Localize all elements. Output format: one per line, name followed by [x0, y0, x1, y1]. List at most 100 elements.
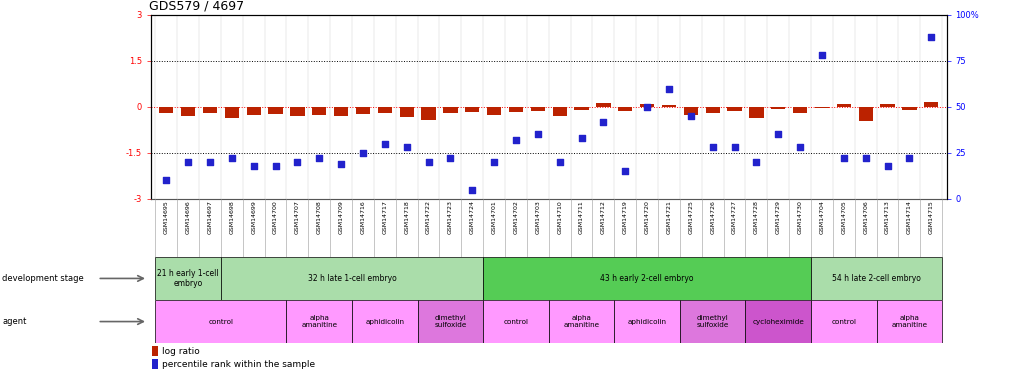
Bar	[399, 107, 414, 117]
Point	[726, 144, 742, 150]
Bar	[792, 107, 806, 113]
Point	[791, 144, 807, 150]
Text: GSM14729: GSM14729	[775, 201, 780, 234]
Bar	[879, 104, 894, 107]
Text: agent: agent	[2, 317, 26, 326]
Bar	[312, 107, 326, 114]
Point	[376, 141, 392, 147]
Bar	[421, 107, 435, 120]
Bar	[221, 257, 483, 300]
Point	[616, 168, 633, 174]
Text: GSM14723: GSM14723	[447, 201, 452, 234]
Point	[202, 159, 218, 165]
Bar	[552, 107, 567, 116]
Text: 54 h late 2-cell embryo: 54 h late 2-cell embryo	[832, 274, 920, 283]
Text: control: control	[208, 319, 233, 324]
Text: GSM14721: GSM14721	[665, 201, 671, 234]
Point	[857, 155, 873, 161]
Text: GSM14700: GSM14700	[273, 201, 278, 234]
Bar	[727, 107, 741, 111]
Text: cycloheximide: cycloheximide	[752, 319, 803, 324]
Text: control: control	[830, 319, 856, 324]
Bar	[443, 107, 458, 113]
Text: aphidicolin: aphidicolin	[627, 319, 666, 324]
Text: alpha
amanitine: alpha amanitine	[562, 315, 599, 328]
Text: GSM14727: GSM14727	[732, 201, 737, 234]
Text: GSM14712: GSM14712	[600, 201, 605, 234]
Point	[223, 155, 239, 161]
Bar	[530, 107, 544, 111]
Point	[922, 34, 938, 40]
Point	[813, 53, 829, 58]
Bar	[814, 107, 828, 108]
Point	[638, 104, 654, 110]
Text: alpha
amanitine: alpha amanitine	[891, 315, 926, 328]
Point	[420, 159, 436, 165]
Bar	[836, 104, 850, 107]
Text: GSM14709: GSM14709	[338, 201, 343, 234]
Text: GSM14696: GSM14696	[185, 201, 191, 234]
Text: GSM14726: GSM14726	[709, 201, 714, 234]
Point	[551, 159, 568, 165]
Bar	[596, 103, 610, 107]
Bar	[152, 346, 158, 356]
Text: GSM14708: GSM14708	[317, 201, 321, 234]
Bar	[224, 107, 238, 118]
Bar	[574, 107, 588, 110]
Text: GSM14713: GSM14713	[884, 201, 890, 234]
Bar	[683, 107, 697, 116]
Bar	[377, 107, 391, 113]
Point	[332, 161, 348, 167]
Text: GSM14720: GSM14720	[644, 201, 649, 234]
Bar	[483, 257, 810, 300]
Point	[485, 159, 501, 165]
Text: alpha
amanitine: alpha amanitine	[301, 315, 337, 328]
Text: GSM14704: GSM14704	[818, 201, 823, 234]
Text: GSM14710: GSM14710	[556, 201, 561, 234]
Point	[529, 132, 545, 138]
Text: GSM14711: GSM14711	[579, 201, 584, 234]
Bar	[417, 300, 483, 343]
Bar	[159, 107, 173, 113]
Bar	[923, 102, 937, 107]
Text: aphidicolin: aphidicolin	[365, 319, 404, 324]
Bar	[286, 300, 352, 343]
Point	[442, 155, 459, 161]
Bar	[333, 107, 347, 116]
Text: GSM14701: GSM14701	[491, 201, 496, 234]
Point	[355, 150, 371, 156]
Text: GSM14730: GSM14730	[797, 201, 802, 234]
Point	[835, 155, 851, 161]
Bar	[705, 107, 719, 113]
Text: percentile rank within the sample: percentile rank within the sample	[162, 360, 315, 369]
Text: 43 h early 2-cell embryo: 43 h early 2-cell embryo	[600, 274, 693, 283]
Text: 21 h early 1-cell
embryo: 21 h early 1-cell embryo	[157, 269, 219, 288]
Point	[507, 137, 524, 143]
Bar	[352, 300, 417, 343]
Bar	[745, 300, 810, 343]
Bar	[902, 107, 916, 110]
Point	[246, 163, 262, 169]
Bar	[180, 107, 195, 116]
Point	[311, 155, 327, 161]
Text: GSM14725: GSM14725	[688, 201, 693, 234]
Text: GSM14728: GSM14728	[753, 201, 758, 234]
Point	[398, 144, 415, 150]
Bar	[770, 107, 785, 109]
Bar	[810, 300, 875, 343]
Text: development stage: development stage	[2, 274, 84, 283]
Text: GSM14699: GSM14699	[251, 201, 256, 234]
Point	[158, 177, 174, 183]
Text: GSM14717: GSM14717	[382, 201, 387, 234]
Bar	[155, 300, 286, 343]
Point	[573, 135, 589, 141]
Bar	[268, 107, 282, 114]
Text: GSM14703: GSM14703	[535, 201, 540, 234]
Bar	[548, 300, 613, 343]
Bar	[152, 359, 158, 369]
Point	[704, 144, 720, 150]
Point	[748, 159, 764, 165]
Point	[769, 132, 786, 138]
Bar	[618, 107, 632, 111]
Text: GSM14697: GSM14697	[207, 201, 212, 234]
